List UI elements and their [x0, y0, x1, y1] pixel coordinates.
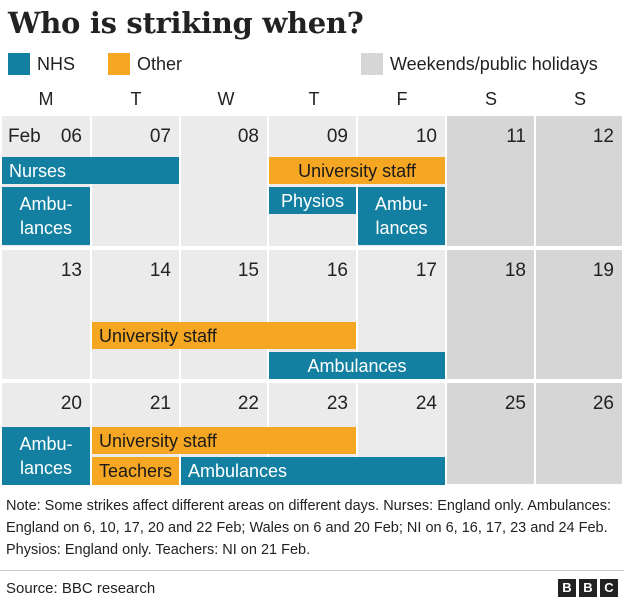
- day-number: 20: [60, 393, 82, 414]
- day-cell: [536, 116, 622, 246]
- month-label: Feb: [8, 126, 41, 147]
- strike-bar: Ambu- lances: [2, 187, 90, 245]
- weekday-header-mon: M: [38, 89, 54, 109]
- weekday-header-sun: S: [573, 89, 586, 109]
- day-number: 23: [326, 393, 348, 414]
- day-cell: [2, 250, 90, 379]
- legend-label-other: Other: [137, 53, 183, 74]
- day-number: 14: [149, 260, 171, 281]
- bbc-logo-letter: B: [558, 579, 576, 597]
- chart-title: Who is striking when?: [8, 6, 364, 40]
- weekday-header-sat: S: [484, 89, 497, 109]
- strike-bar: Nurses: [2, 157, 179, 184]
- day-number: 09: [326, 126, 348, 147]
- strike-bar: Ambulances: [269, 352, 445, 379]
- strike-bar: Ambulances: [181, 457, 445, 485]
- weekday-header-thu: T: [308, 89, 320, 109]
- legend-swatch-other: [108, 53, 130, 75]
- strike-bar: Ambu- lances: [358, 187, 445, 245]
- day-number: 25: [504, 393, 526, 414]
- strike-bar: Physios: [269, 187, 356, 214]
- day-number: 18: [504, 260, 526, 281]
- source-text: Source: BBC research: [6, 580, 156, 597]
- footer-divider: [0, 570, 624, 571]
- legend-item-nhs: NHS: [8, 52, 75, 76]
- strike-bar: University staff: [92, 322, 356, 349]
- day-number: 15: [237, 260, 259, 281]
- day-number: 11: [506, 126, 526, 147]
- day-cell: [181, 250, 267, 379]
- day-number: 10: [415, 126, 437, 147]
- weekday-header-fri: F: [396, 89, 408, 109]
- weekday-header-tue: T: [130, 89, 142, 109]
- footnote: Note: Some strikes affect different area…: [6, 498, 612, 558]
- legend-swatch-nhs: [8, 53, 30, 75]
- strike-bar: Teachers: [92, 457, 179, 485]
- legend-label-weekends: Weekends/public holidays: [390, 53, 598, 74]
- day-number: 24: [415, 393, 437, 414]
- day-number: 16: [326, 260, 348, 281]
- day-cell: [447, 250, 534, 379]
- day-number: 12: [592, 126, 614, 147]
- day-number: 19: [592, 260, 614, 281]
- day-number: 06: [60, 126, 82, 147]
- day-cell: [447, 383, 534, 484]
- bbc-logo: B B C: [558, 579, 618, 597]
- bbc-logo-letter: B: [579, 579, 597, 597]
- strike-bar: University staff: [92, 427, 356, 454]
- day-cell: [92, 250, 179, 379]
- legend-swatch-weekends: [361, 53, 383, 75]
- legend-item-other: Other: [108, 52, 182, 76]
- day-number: 26: [592, 393, 614, 414]
- day-cell: [536, 383, 622, 484]
- day-cell: [536, 250, 622, 379]
- day-number: 21: [149, 393, 171, 414]
- weekday-header-wed: W: [217, 89, 235, 109]
- day-cell: [447, 116, 534, 246]
- day-number: 08: [237, 126, 259, 147]
- day-number: 13: [60, 260, 82, 281]
- bbc-logo-letter: C: [600, 579, 618, 597]
- day-cell: [181, 116, 267, 246]
- legend-item-weekends: Weekends/public holidays: [361, 52, 598, 76]
- day-number: 07: [149, 126, 171, 147]
- strike-bar: University staff: [269, 157, 445, 184]
- strike-bar: Ambu- lances: [2, 427, 90, 485]
- legend-label-nhs: NHS: [37, 53, 76, 74]
- day-number: 22: [237, 393, 259, 414]
- day-number: 17: [415, 260, 437, 281]
